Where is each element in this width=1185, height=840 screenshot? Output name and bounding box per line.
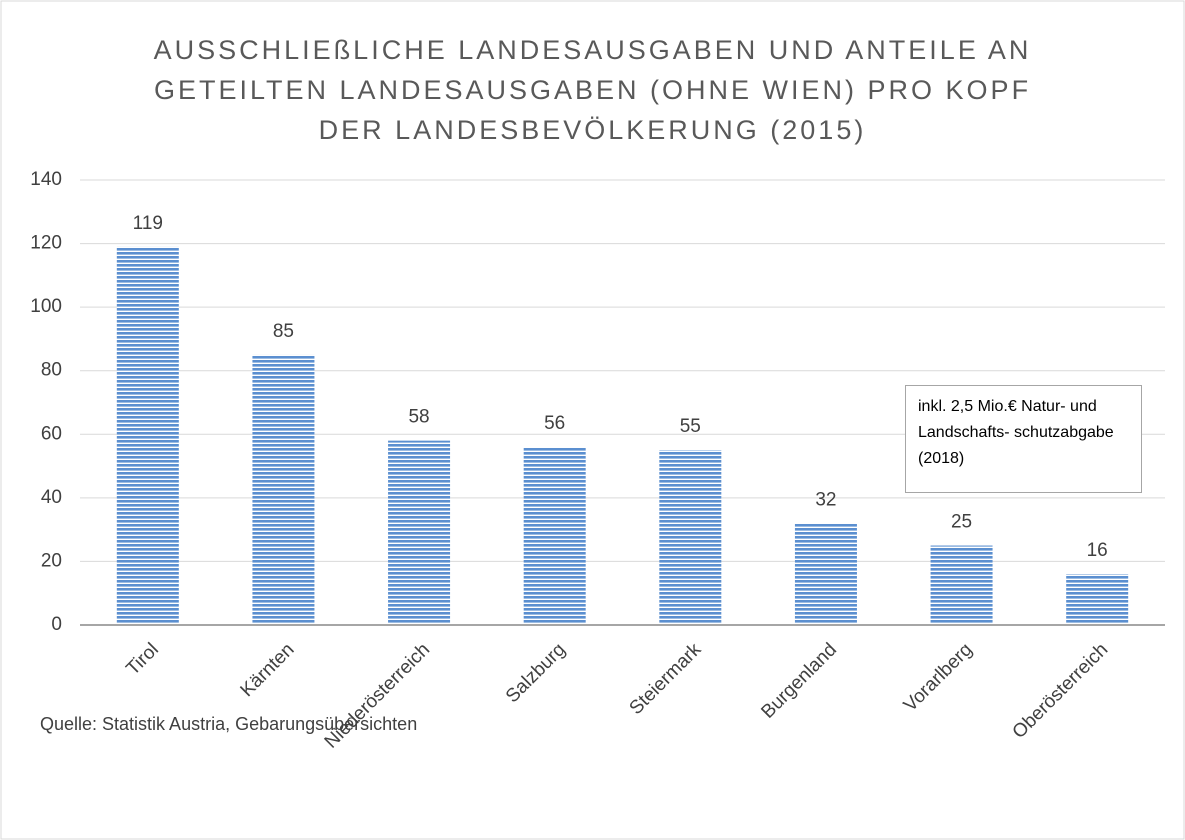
bar — [930, 545, 993, 625]
y-tick-label: 20 — [41, 550, 62, 571]
x-tick-label: Vorarlberg — [900, 639, 977, 716]
bar — [523, 447, 586, 625]
x-tick-label: Salzburg — [502, 639, 570, 707]
data-label: 32 — [815, 489, 836, 510]
chart-title: AUSSCHLIEßLICHE LANDESAUSGABEN UND ANTEI… — [153, 35, 1032, 145]
data-label: 25 — [951, 512, 972, 533]
y-tick-label: 120 — [30, 233, 62, 254]
y-tick-label: 140 — [30, 169, 62, 190]
x-tick-label: Steiermark — [626, 639, 706, 719]
bar — [794, 523, 857, 625]
y-tick-label: 60 — [41, 423, 62, 444]
data-label: 55 — [680, 416, 701, 437]
y-tick-label: 100 — [30, 296, 62, 317]
data-label: 58 — [408, 407, 429, 428]
bar — [116, 246, 179, 625]
data-label: 16 — [1087, 540, 1108, 561]
x-tick-label: Burgenland — [757, 639, 841, 723]
x-tick-label: Tirol — [122, 639, 162, 679]
bar — [1066, 574, 1129, 625]
source-note: Quelle: Statistik Austria, Gebarungsüber… — [40, 714, 418, 734]
bar — [659, 450, 722, 625]
x-tick-label: Oberösterreich — [1009, 639, 1113, 743]
y-tick-label: 40 — [41, 487, 62, 508]
y-tick-label: 0 — [51, 614, 62, 635]
annotation: inkl. 2,5 Mio.€ Natur- und Landschafts- … — [905, 385, 1142, 493]
y-tick-label: 80 — [41, 360, 62, 381]
data-label: 85 — [273, 321, 294, 342]
bar — [388, 440, 451, 625]
x-tick-label: Kärnten — [237, 639, 299, 701]
bar — [252, 354, 315, 625]
data-label: 56 — [544, 413, 565, 434]
data-label: 119 — [133, 213, 163, 234]
x-tick-label: Niederösterreich — [321, 639, 434, 752]
